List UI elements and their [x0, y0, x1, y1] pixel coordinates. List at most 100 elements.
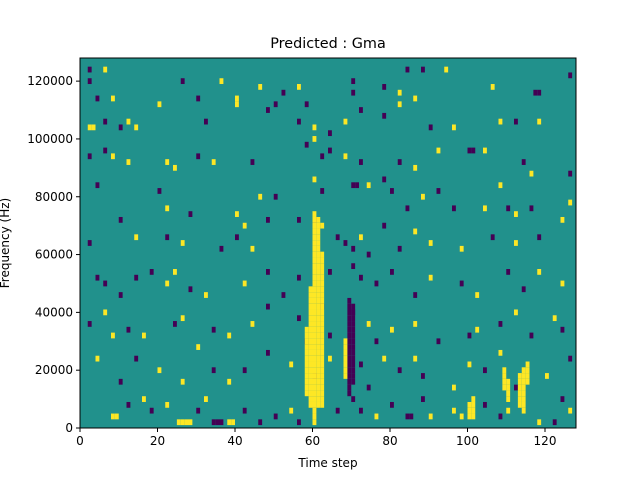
chart-title: Predicted : Gma [270, 36, 386, 52]
heatmap-cell [351, 245, 356, 252]
heatmap-cell [211, 326, 216, 333]
plot-frame [79, 57, 577, 429]
heatmap-cell [118, 378, 123, 385]
heatmap-cell [316, 216, 321, 223]
heatmap-cell [413, 355, 418, 362]
heatmap-cell [157, 367, 162, 374]
heatmap-cell [452, 407, 456, 414]
heatmap-cell [390, 401, 394, 408]
heatmap-cell [320, 338, 325, 345]
heatmap-cell [134, 234, 139, 241]
heatmap-cell [347, 367, 352, 374]
heatmap-cell [316, 303, 321, 310]
heatmap-cell [266, 107, 270, 113]
heatmap-cell [475, 292, 480, 298]
heatmap-cell [103, 118, 108, 125]
heatmap-cell [514, 384, 518, 391]
heatmap-cell [537, 89, 542, 96]
heatmap-cell [347, 355, 352, 362]
heatmap-cell [320, 153, 325, 160]
heatmap-cell [413, 95, 418, 102]
heatmap-cell [235, 234, 239, 241]
heatmap-cell [312, 136, 317, 142]
heatmap-cell [281, 89, 286, 96]
heatmap-cell [545, 373, 549, 379]
heatmap-cell [347, 349, 352, 356]
heatmap-cell [304, 338, 309, 345]
heatmap-cell [405, 205, 410, 212]
heatmap-cell [521, 407, 526, 414]
heatmap-cell [428, 240, 433, 246]
heatmap-cell [273, 101, 278, 108]
heatmap-cell [359, 234, 363, 241]
heatmap-cell [308, 344, 313, 350]
y-tick-label: 100000 [27, 132, 73, 146]
heatmap-cell [196, 95, 201, 102]
heatmap-cell [316, 234, 321, 241]
heatmap-cell [312, 419, 317, 426]
heatmap-cell [343, 153, 348, 160]
heatmap-cell [347, 297, 352, 304]
heatmap-cell [316, 269, 321, 275]
heatmap-cell [180, 78, 185, 85]
heatmap-cell [312, 280, 317, 287]
heatmap-cell [316, 390, 321, 397]
heatmap-cell [351, 367, 356, 374]
heatmap-cell [374, 280, 379, 287]
heatmap-cell [506, 205, 511, 212]
heatmap-cell [328, 147, 332, 154]
heatmap-cell [521, 159, 526, 165]
heatmap-cell [529, 170, 534, 177]
heatmap-cell [196, 344, 201, 350]
heatmap-cell [421, 66, 425, 73]
heatmap-cell [308, 332, 313, 339]
heatmap-cell [320, 401, 325, 408]
heatmap-cell [180, 419, 185, 426]
heatmap-cell [258, 419, 263, 426]
heatmap-cell [316, 326, 321, 333]
heatmap-cell [347, 326, 352, 333]
x-tick-label: 120 [534, 434, 557, 448]
heatmap-cell [308, 309, 313, 316]
heatmap-cell [397, 245, 402, 252]
heatmap-cell [320, 396, 325, 402]
heatmap-cell [568, 355, 573, 362]
heatmap-cell [204, 118, 208, 125]
heatmap-cell [320, 326, 325, 333]
heatmap-cell [165, 205, 170, 212]
heatmap-cell [316, 384, 321, 391]
heatmap-cell [343, 118, 348, 125]
heatmap-cell [312, 315, 317, 322]
heatmap-cell [498, 118, 503, 125]
heatmap-cell [308, 315, 313, 322]
heatmap-cell [273, 413, 278, 420]
heatmap-cell [266, 216, 270, 223]
heatmap-cell [343, 344, 348, 350]
heatmap-cell [312, 176, 317, 183]
heatmap-cell [374, 338, 379, 345]
heatmap-cell [118, 292, 123, 298]
heatmap-cell [521, 396, 526, 402]
heatmap-cell [320, 297, 325, 304]
heatmap-cell [316, 240, 321, 246]
heatmap-cell [405, 413, 410, 420]
heatmap-cell [521, 384, 526, 391]
heatmap-cell [335, 234, 340, 241]
y-tick-label: 0 [65, 421, 73, 435]
heatmap-cell [297, 216, 301, 223]
heatmap-cell [490, 84, 495, 90]
heatmap-cell [498, 349, 503, 356]
heatmap-cell [316, 309, 321, 316]
heatmap-cell [312, 407, 317, 414]
heatmap-cell [114, 413, 119, 420]
heatmap-cell [304, 344, 309, 350]
heatmap-cell [111, 332, 115, 339]
heatmap-cell [328, 332, 332, 339]
heatmap-cell [568, 407, 573, 414]
heatmap-cell [95, 95, 100, 102]
heatmap-cell [452, 205, 456, 212]
heatmap-cell [359, 107, 363, 113]
heatmap-cell [316, 222, 321, 229]
x-tick-label: 60 [305, 434, 320, 448]
heatmap-cell [312, 222, 317, 229]
